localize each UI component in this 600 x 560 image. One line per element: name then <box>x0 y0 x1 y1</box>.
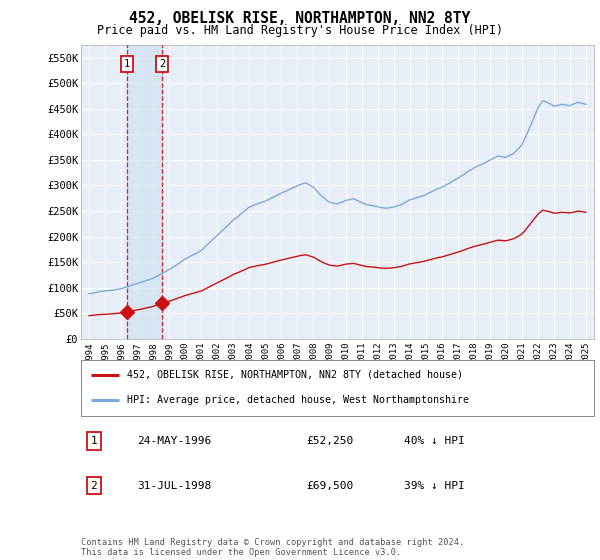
Text: 40% ↓ HPI: 40% ↓ HPI <box>404 436 465 446</box>
Text: Price paid vs. HM Land Registry's House Price Index (HPI): Price paid vs. HM Land Registry's House … <box>97 24 503 37</box>
Text: £52,250: £52,250 <box>307 436 354 446</box>
Text: 31-JUL-1998: 31-JUL-1998 <box>137 481 212 491</box>
Text: 39% ↓ HPI: 39% ↓ HPI <box>404 481 465 491</box>
Text: 2: 2 <box>91 481 97 491</box>
Text: 24-MAY-1996: 24-MAY-1996 <box>137 436 212 446</box>
Text: 1: 1 <box>124 59 130 69</box>
Text: Contains HM Land Registry data © Crown copyright and database right 2024.
This d: Contains HM Land Registry data © Crown c… <box>81 538 464 557</box>
Text: 2: 2 <box>160 59 166 69</box>
Text: £69,500: £69,500 <box>307 481 354 491</box>
Bar <box>127 45 163 339</box>
Text: 452, OBELISK RISE, NORTHAMPTON, NN2 8TY: 452, OBELISK RISE, NORTHAMPTON, NN2 8TY <box>130 11 470 26</box>
Text: 1: 1 <box>91 436 97 446</box>
Text: 452, OBELISK RISE, NORTHAMPTON, NN2 8TY (detached house): 452, OBELISK RISE, NORTHAMPTON, NN2 8TY … <box>127 370 463 380</box>
Text: HPI: Average price, detached house, West Northamptonshire: HPI: Average price, detached house, West… <box>127 395 469 405</box>
